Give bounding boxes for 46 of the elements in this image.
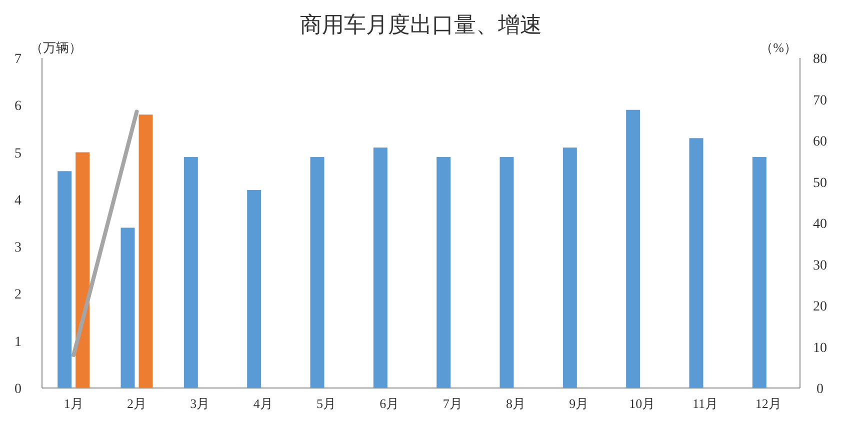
- bar: [562, 148, 577, 388]
- bar: [247, 190, 262, 388]
- x-tick-label: 6月: [380, 396, 400, 411]
- y-tick-label: 5: [14, 146, 22, 162]
- x-tick-label: 4月: [253, 396, 273, 411]
- y-axis-title: （万辆）: [30, 40, 82, 55]
- bar: [120, 228, 135, 388]
- x-tick-label: 12月: [755, 396, 782, 411]
- bar: [500, 157, 514, 388]
- y2-tick-label: 80: [813, 52, 827, 67]
- y2-tick-label: 20: [813, 300, 827, 314]
- y2-tick-label: 0: [816, 382, 824, 397]
- chart-title: 商用车月度出口量、增速: [300, 12, 542, 37]
- x-tick-label: 3月: [190, 396, 210, 411]
- y-tick-label: 4: [14, 193, 22, 208]
- y2-axis-title: （%）: [760, 40, 797, 55]
- bar: [752, 157, 766, 388]
- bar: [436, 157, 451, 388]
- y-tick-label: 0: [14, 382, 22, 397]
- bar: [76, 152, 90, 388]
- y-tick-label: 6: [14, 99, 22, 114]
- bar: [626, 110, 640, 388]
- y2-tick-label: 30: [813, 258, 827, 274]
- y-tick-label: 1: [14, 334, 22, 350]
- bar: [184, 157, 198, 388]
- y2-tick-label: 60: [813, 134, 827, 150]
- bar: [58, 171, 72, 388]
- y-tick-label: 2: [14, 288, 22, 303]
- y2-tick-label: 10: [813, 340, 827, 356]
- bar: [373, 148, 388, 388]
- y2-tick-label: 50: [813, 176, 827, 191]
- x-tick-label: 9月: [569, 396, 589, 411]
- x-tick-label: 1月: [64, 396, 84, 411]
- x-tick-label: 5月: [316, 396, 336, 411]
- x-tick-label: 10月: [629, 396, 656, 411]
- x-tick-label: 7月: [442, 396, 462, 411]
- bar: [689, 138, 704, 388]
- x-tick-label: 8月: [506, 396, 526, 411]
- y2-tick-label: 70: [813, 93, 827, 108]
- x-tick-label: 2月: [127, 396, 146, 411]
- y-tick-label: 7: [14, 52, 22, 67]
- y-tick-label: 3: [14, 240, 22, 256]
- y2-tick-label: 40: [813, 217, 827, 232]
- bar: [138, 114, 153, 388]
- bar: [310, 157, 324, 388]
- x-tick-label: 11月: [692, 396, 718, 411]
